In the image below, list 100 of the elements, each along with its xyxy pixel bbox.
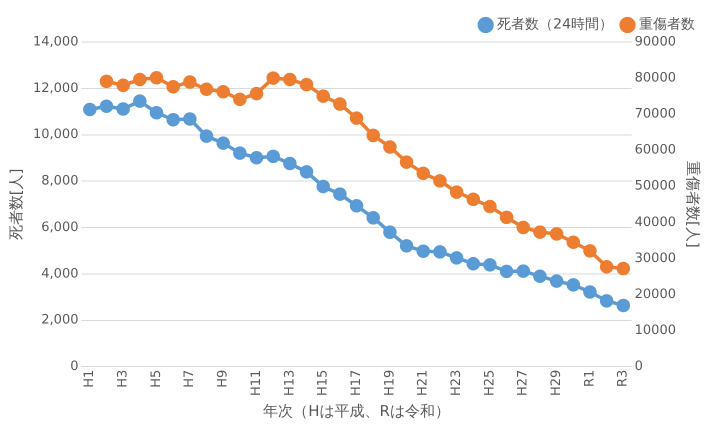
point <box>583 285 597 299</box>
point <box>233 146 247 160</box>
y2-tick-label: 40000 <box>634 214 676 230</box>
x-tick-label: H1 <box>82 370 98 388</box>
point <box>166 80 180 94</box>
point <box>416 244 430 258</box>
point <box>433 245 447 259</box>
point <box>450 185 464 199</box>
legend-label: 重傷者数 <box>639 16 695 33</box>
x-tick-label: H25 <box>482 370 498 396</box>
point <box>283 72 297 86</box>
point <box>266 150 280 164</box>
point <box>533 269 547 283</box>
point <box>300 78 314 92</box>
x-tick-label: H17 <box>348 370 364 396</box>
point <box>166 112 180 126</box>
point <box>400 155 414 169</box>
y2-tick-label: 10000 <box>634 322 676 338</box>
y-tick-label: 6,000 <box>41 220 78 235</box>
y2-axis-title: 重傷者数[人] <box>684 160 702 248</box>
point <box>466 256 480 270</box>
point <box>216 85 230 99</box>
point <box>566 278 580 292</box>
point <box>183 112 197 126</box>
point <box>266 71 280 85</box>
x-tick-label: R1 <box>582 370 598 387</box>
point <box>433 174 447 188</box>
y2-tick-label: 30000 <box>634 250 676 266</box>
x-tick-label: R3 <box>616 370 631 387</box>
point <box>200 129 214 143</box>
point <box>133 94 147 108</box>
point <box>200 82 214 96</box>
point <box>150 106 164 120</box>
x-tick-label: H21 <box>416 370 431 396</box>
point <box>83 102 97 116</box>
point <box>366 128 380 142</box>
x-tick-label: H5 <box>148 370 164 388</box>
y-tick-label: 0 <box>70 359 78 374</box>
point <box>350 111 364 125</box>
y2-tick-label: 90000 <box>634 34 676 50</box>
point <box>416 166 430 180</box>
point <box>116 102 130 116</box>
x-tick-label: H15 <box>316 370 331 396</box>
y2-tick-label: 80000 <box>634 70 676 86</box>
y-tick-label: 8,000 <box>41 174 78 189</box>
x-tick-label: H27 <box>516 370 531 396</box>
point <box>550 227 564 241</box>
point <box>583 244 597 258</box>
point <box>383 225 397 239</box>
point <box>333 97 347 111</box>
point <box>300 165 314 179</box>
point <box>550 274 564 288</box>
x-tick-label: H29 <box>549 370 564 396</box>
y-tick-label: 10,000 <box>32 127 78 142</box>
x-tick-label: H9 <box>216 370 231 388</box>
y-tick-label: 2,000 <box>41 312 78 328</box>
point <box>566 235 580 249</box>
y-axis-title: 死者数[人] <box>6 168 25 240</box>
point <box>250 150 264 164</box>
point <box>483 200 497 214</box>
point <box>116 78 130 92</box>
y2-tick-label: 70000 <box>634 106 676 122</box>
point <box>516 220 530 234</box>
point <box>100 99 114 113</box>
point <box>600 294 614 308</box>
point <box>600 260 614 274</box>
y-tick-label: 4,000 <box>41 266 78 282</box>
x-tick-label: H11 <box>248 370 264 396</box>
point <box>233 92 247 106</box>
point <box>283 156 297 170</box>
point <box>350 198 364 212</box>
x-tick-label: H19 <box>382 370 398 396</box>
point <box>100 74 114 88</box>
point <box>500 210 514 224</box>
point <box>616 262 630 276</box>
point <box>383 140 397 154</box>
point <box>400 239 414 253</box>
point <box>516 264 530 278</box>
point <box>500 264 514 278</box>
y2-tick-label: 50000 <box>634 178 676 194</box>
point <box>483 258 497 272</box>
point <box>183 75 197 89</box>
x-tick-label: H23 <box>448 370 464 396</box>
x-tick-label: H13 <box>282 370 298 396</box>
x-tick-label: H3 <box>116 370 131 388</box>
legend-label: 死者数（24時間） <box>497 16 614 33</box>
y2-tick-label: 20000 <box>634 286 676 302</box>
point <box>333 187 347 201</box>
x-axis-title: 年次（Hは平成、Rは令和） <box>263 402 450 420</box>
point <box>616 298 630 312</box>
point <box>366 211 380 225</box>
point <box>466 192 480 206</box>
y2-tick-label: 60000 <box>634 142 676 158</box>
point <box>316 89 330 103</box>
point <box>533 225 547 239</box>
point <box>450 251 464 265</box>
point <box>150 70 164 84</box>
y2-tick-label: 0 <box>634 359 643 374</box>
y-tick-label: 12,000 <box>32 80 78 96</box>
y-tick-label: 14,000 <box>32 34 78 50</box>
